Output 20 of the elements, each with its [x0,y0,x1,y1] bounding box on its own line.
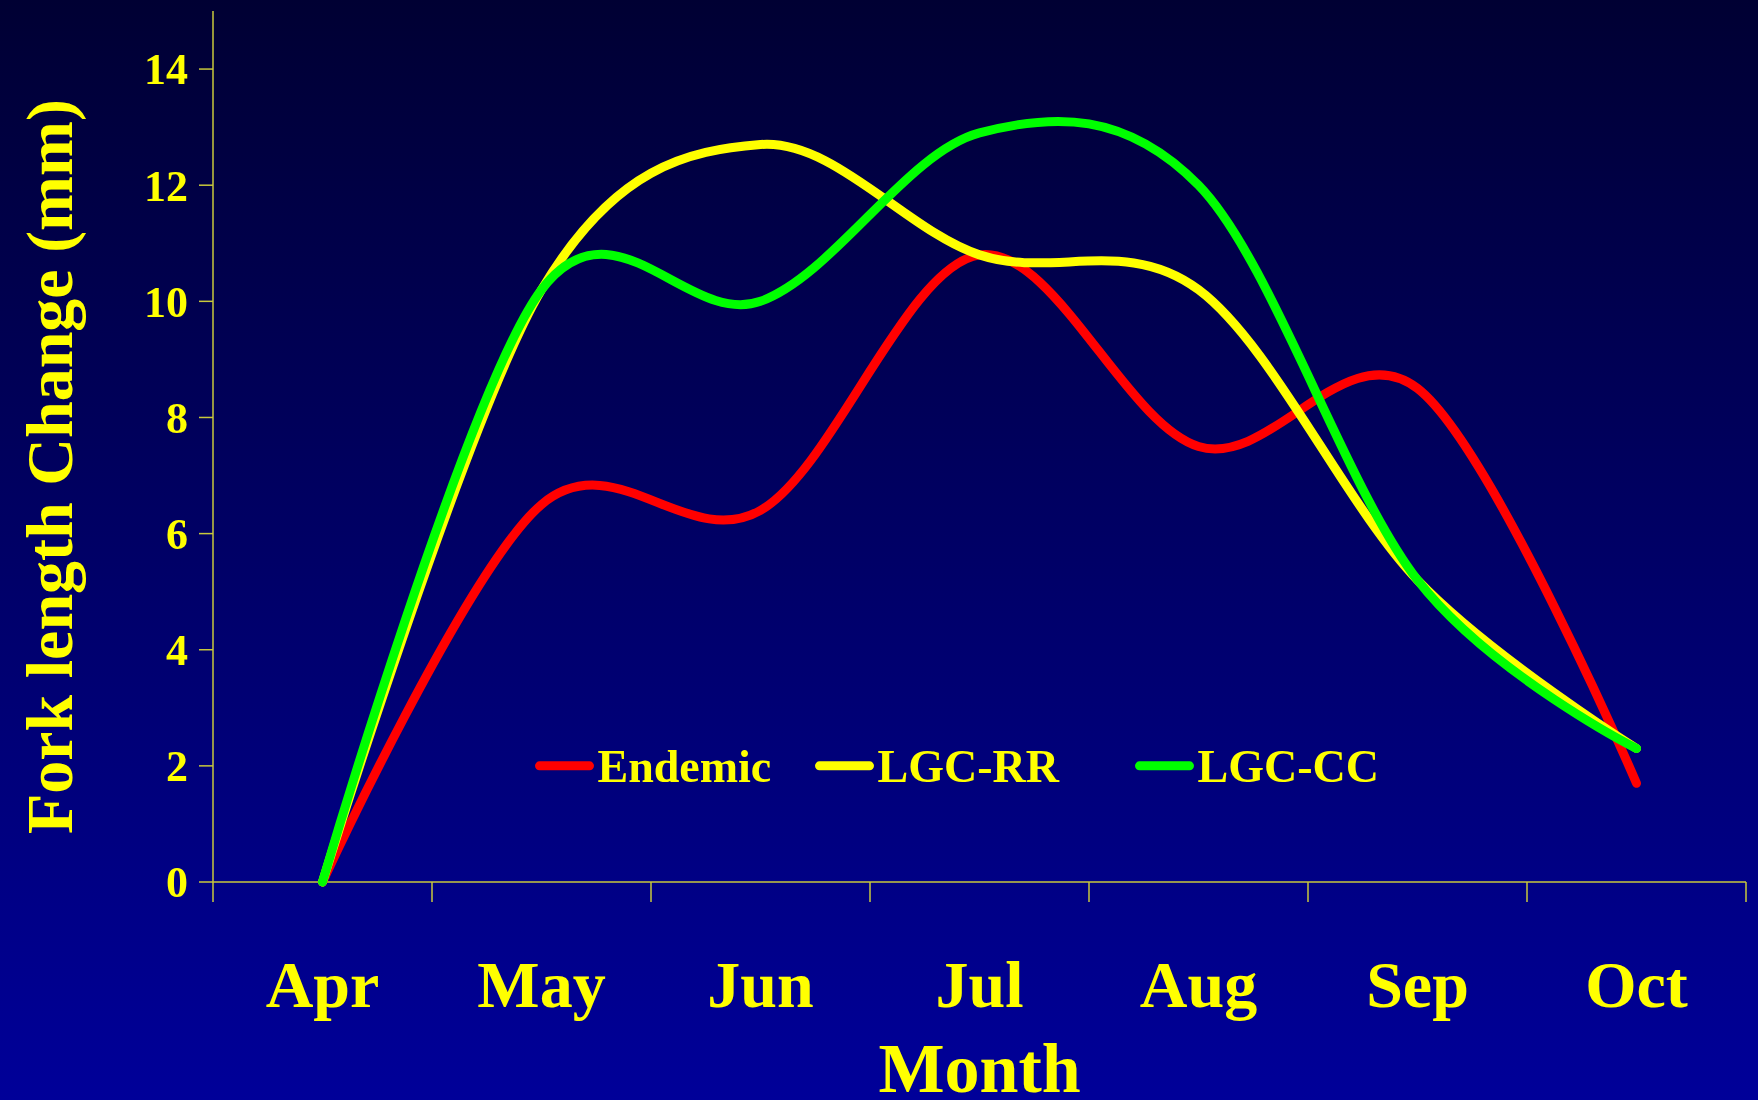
y-tick-label: 2 [166,742,188,792]
y-tick-label: 12 [144,161,188,211]
x-tick-label: Jun [707,948,814,1021]
legend-label: LGC-RR [877,740,1060,792]
y-tick-label: 6 [166,510,188,559]
y-tick-label: 10 [144,277,188,327]
y-axis-title: Fork length Change (mm) [13,98,87,835]
x-tick-label: Oct [1585,948,1688,1021]
y-tick-label: 14 [144,45,188,95]
y-tick-label: 4 [166,626,188,676]
x-tick-label: Sep [1366,948,1469,1021]
legend-label: LGC-CC [1197,740,1379,792]
legend-label: Endemic [597,740,772,792]
x-tick-label: Jul [935,948,1024,1021]
y-tick-label: 0 [166,858,188,908]
x-axis-title: Month [878,1030,1081,1100]
y-tick-label: 8 [166,393,188,443]
x-tick-label: May [477,948,606,1021]
x-tick-label: Aug [1139,948,1258,1021]
x-tick-label: Apr [265,948,380,1021]
